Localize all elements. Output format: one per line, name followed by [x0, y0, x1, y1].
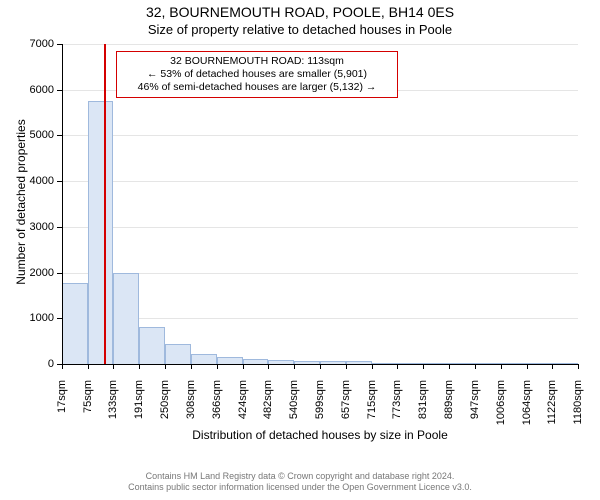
grid-line — [62, 273, 578, 274]
x-tick-label: 366sqm — [211, 380, 223, 440]
x-tick-mark — [294, 364, 295, 369]
x-tick-mark — [320, 364, 321, 369]
x-tick-label: 889sqm — [443, 380, 455, 440]
x-tick-mark — [449, 364, 450, 369]
x-tick-mark — [217, 364, 218, 369]
histogram-bar — [139, 327, 165, 364]
x-tick-label: 191sqm — [133, 380, 145, 440]
x-tick-label: 947sqm — [469, 380, 481, 440]
grid-line — [62, 318, 578, 319]
credit-line-1: Contains HM Land Registry data © Crown c… — [0, 471, 600, 483]
annotation-box: 32 BOURNEMOUTH ROAD: 113sqm ← 53% of det… — [116, 51, 398, 98]
x-tick-label: 1006sqm — [495, 380, 507, 440]
property-marker-line — [104, 44, 106, 364]
x-tick-mark — [578, 364, 579, 369]
histogram-bar — [113, 273, 139, 364]
grid-line — [62, 44, 578, 45]
x-tick-label: 308sqm — [185, 380, 197, 440]
credit-line-2: Contains public sector information licen… — [0, 482, 600, 494]
x-tick-label: 540sqm — [288, 380, 300, 440]
annotation-line-2: ← 53% of detached houses are smaller (5,… — [123, 68, 391, 81]
x-tick-mark — [423, 364, 424, 369]
x-tick-mark — [88, 364, 89, 369]
x-tick-label: 1180sqm — [572, 380, 584, 440]
histogram-bar — [62, 283, 88, 364]
x-tick-label: 773sqm — [391, 380, 403, 440]
x-tick-label: 599sqm — [314, 380, 326, 440]
x-tick-label: 75sqm — [82, 380, 94, 440]
y-tick-label: 1000 — [22, 312, 54, 324]
y-tick-label: 5000 — [22, 129, 54, 141]
x-tick-label: 831sqm — [417, 380, 429, 440]
chart-title-line1: 32, BOURNEMOUTH ROAD, POOLE, BH14 0ES — [0, 4, 600, 20]
x-tick-label: 657sqm — [340, 380, 352, 440]
x-tick-mark — [397, 364, 398, 369]
x-tick-mark — [372, 364, 373, 369]
x-tick-label: 715sqm — [366, 380, 378, 440]
x-tick-mark — [62, 364, 63, 369]
grid-line — [62, 135, 578, 136]
histogram-bar — [165, 344, 191, 364]
histogram-bar — [217, 357, 243, 364]
y-tick-label: 7000 — [22, 38, 54, 50]
y-tick-label: 6000 — [22, 84, 54, 96]
x-tick-mark — [191, 364, 192, 369]
grid-line — [62, 181, 578, 182]
x-tick-mark — [501, 364, 502, 369]
credits: Contains HM Land Registry data © Crown c… — [0, 471, 600, 494]
grid-line — [62, 227, 578, 228]
x-tick-label: 1064sqm — [521, 380, 533, 440]
x-tick-mark — [113, 364, 114, 369]
x-tick-label: 424sqm — [237, 380, 249, 440]
y-tick-label: 0 — [22, 358, 54, 370]
y-tick-label: 3000 — [22, 221, 54, 233]
chart-stage: 32, BOURNEMOUTH ROAD, POOLE, BH14 0ES Si… — [0, 0, 600, 500]
x-tick-mark — [268, 364, 269, 369]
x-tick-mark — [527, 364, 528, 369]
histogram-bar — [191, 354, 217, 365]
x-tick-label: 482sqm — [262, 380, 274, 440]
x-tick-label: 17sqm — [56, 380, 68, 440]
x-tick-mark — [552, 364, 553, 369]
y-tick-label: 4000 — [22, 175, 54, 187]
annotation-line-1: 32 BOURNEMOUTH ROAD: 113sqm — [123, 55, 391, 68]
histogram-bar — [88, 101, 114, 364]
x-tick-label: 250sqm — [159, 380, 171, 440]
x-tick-label: 133sqm — [107, 380, 119, 440]
x-tick-mark — [243, 364, 244, 369]
x-tick-mark — [165, 364, 166, 369]
y-axis-line — [62, 44, 63, 364]
y-tick-label: 2000 — [22, 267, 54, 279]
annotation-line-3: 46% of semi-detached houses are larger (… — [123, 81, 391, 94]
x-tick-mark — [139, 364, 140, 369]
chart-title-line2: Size of property relative to detached ho… — [0, 22, 600, 37]
x-tick-mark — [346, 364, 347, 369]
x-tick-mark — [475, 364, 476, 369]
x-tick-label: 1122sqm — [546, 380, 558, 440]
